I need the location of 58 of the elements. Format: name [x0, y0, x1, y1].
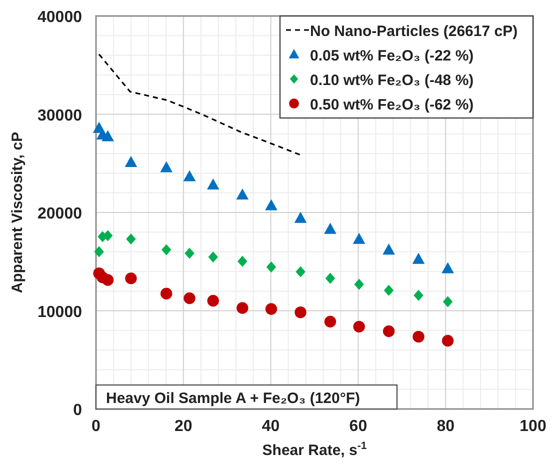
y-tick-label: 40000	[38, 9, 82, 26]
y-tick-label: 0	[73, 402, 82, 419]
y-tick-label: 30000	[38, 107, 82, 124]
legend-label: 0.50 wt% Fe₂O₃ (-62 %)	[310, 96, 474, 114]
y-axis-title: Apparent Viscosity, cP	[9, 132, 26, 294]
point	[324, 222, 336, 234]
point	[102, 274, 114, 286]
point	[384, 284, 394, 296]
point	[184, 248, 194, 259]
point	[352, 232, 366, 244]
x-tick-label: 100	[520, 418, 546, 435]
point	[412, 330, 424, 343]
point	[124, 156, 138, 167]
point	[442, 296, 453, 308]
point	[442, 262, 454, 274]
point	[206, 178, 220, 190]
point	[294, 212, 307, 223]
point	[102, 130, 114, 142]
point	[382, 325, 395, 338]
line-series	[98, 54, 302, 156]
point	[207, 294, 219, 307]
point	[412, 252, 425, 264]
point	[382, 244, 395, 255]
point	[236, 302, 248, 314]
point	[161, 244, 172, 256]
point	[324, 316, 336, 328]
legend-label: 0.05 wt% Fe₂O₃ (-22 %)	[310, 48, 474, 64]
x-tick-label: 80	[436, 418, 455, 435]
point	[265, 199, 278, 210]
point	[126, 234, 136, 245]
point	[125, 272, 137, 284]
point	[325, 272, 336, 284]
point	[442, 334, 454, 347]
x-axis-title: Shear Rate, s$^{-1}$	[262, 440, 367, 459]
point	[184, 292, 196, 304]
annotation: Heavy Oil Sample A + Fe₂O₃ (120°F)	[106, 390, 360, 407]
x-tick-label: 60	[349, 418, 368, 435]
point	[296, 266, 306, 278]
point	[354, 278, 364, 290]
point	[160, 288, 172, 300]
y-tick-label: 20000	[38, 206, 82, 222]
point	[266, 262, 276, 273]
x-tick-label: 20	[174, 418, 192, 435]
point	[160, 161, 173, 172]
point	[94, 246, 104, 258]
legend-label: No Nano-Particles (26617 cP)	[310, 23, 518, 40]
point	[414, 290, 424, 301]
point	[353, 320, 365, 333]
point	[236, 188, 249, 200]
x-tick-label: 0	[92, 418, 101, 435]
point	[294, 306, 306, 318]
y-tick-label: 10000	[38, 304, 82, 321]
point	[265, 303, 278, 315]
point	[183, 170, 196, 182]
legend-label: 0.10 wt% Fe₂O₃ (-48 %)	[310, 72, 474, 89]
point	[238, 256, 248, 267]
point	[208, 251, 218, 263]
x-tick-label: 40	[262, 418, 280, 435]
